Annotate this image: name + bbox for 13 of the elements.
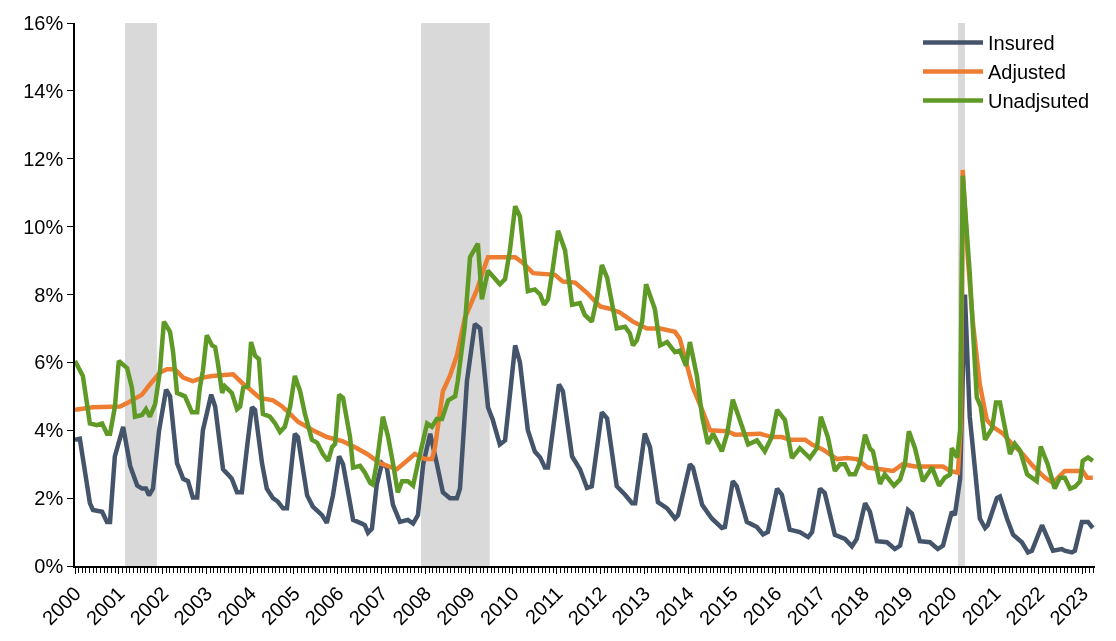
y-tick-label: 10% [23,215,64,238]
y-tick-label: 4% [34,419,64,442]
legend-label: Unadjsuted [988,90,1090,113]
y-tick-label: 12% [23,147,64,170]
line-series [75,292,1095,555]
y-tick-label: 16% [23,12,64,34]
y-tick-label: 8% [34,283,64,306]
y-tick-label: 14% [23,79,64,102]
legend-label: Insured [988,32,1055,55]
y-tick-label: 2% [34,487,64,510]
y-tick-label: 6% [34,351,64,374]
legend-label: Adjusted [988,61,1066,84]
y-tick-label: 0% [34,555,64,577]
